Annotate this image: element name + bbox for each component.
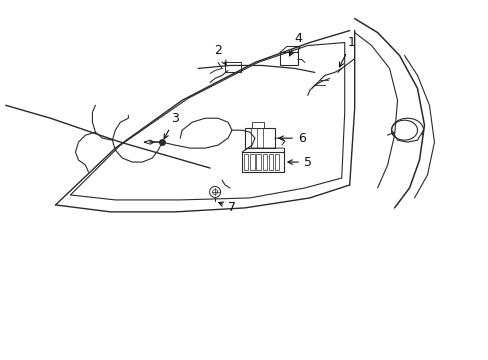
- Text: 7: 7: [218, 201, 236, 215]
- Bar: [242, 152, 284, 172]
- Bar: [256, 154, 260, 170]
- Bar: [268, 154, 273, 170]
- Text: 4: 4: [289, 32, 301, 56]
- Text: 1: 1: [339, 36, 355, 67]
- Bar: [262, 154, 266, 170]
- Text: 6: 6: [278, 132, 305, 145]
- Bar: [224, 62, 241, 72]
- Text: 3: 3: [164, 112, 179, 139]
- Bar: [244, 128, 274, 148]
- Text: 5: 5: [287, 156, 311, 168]
- Text: 2: 2: [214, 44, 225, 65]
- Bar: [250, 154, 254, 170]
- Bar: [279, 53, 297, 66]
- Bar: [244, 154, 248, 170]
- Bar: [274, 154, 279, 170]
- Bar: [251, 122, 264, 128]
